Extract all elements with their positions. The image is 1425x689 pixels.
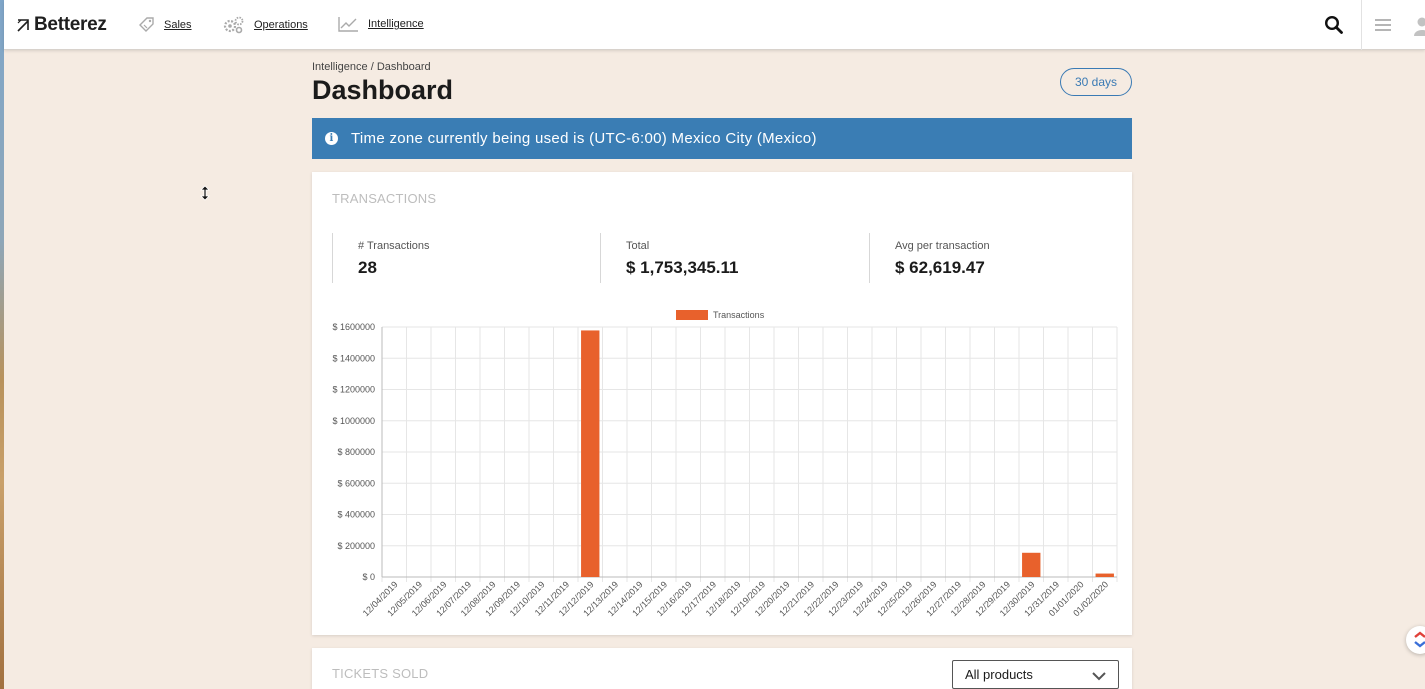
user-icon[interactable] (1414, 16, 1425, 36)
search-icon[interactable] (1324, 15, 1344, 35)
brand-logo[interactable]: Betterez (16, 14, 107, 36)
top-navigation-bar: Betterez Sales Operations Intelligence (4, 0, 1425, 50)
nav-item-label: Intelligence (368, 18, 424, 30)
nav-item-operations[interactable]: Operations (223, 16, 308, 34)
y-tick-label: $ 1200000 (332, 385, 375, 395)
line-chart-icon (338, 16, 359, 32)
card-title: TICKETS SOLD (332, 666, 429, 681)
stat-total: Total $ 1,753,345.11 (600, 233, 739, 283)
tickets-sold-card: TICKETS SOLD All products (312, 648, 1132, 689)
resize-cursor-icon (200, 185, 210, 206)
stat-label: # Transactions (358, 240, 430, 252)
y-tick-label: $ 0 (362, 572, 375, 582)
y-tick-label: $ 400000 (337, 510, 375, 520)
transactions-bar-chart: $ 1600000 $ 1400000 $ 1200000 $ 1000000 $ 80… (332, 310, 1118, 618)
product-select[interactable]: All products (952, 660, 1119, 689)
legend-label: Transactions (713, 310, 765, 320)
y-tick-label: $ 600000 (337, 478, 375, 488)
y-tick-label: $ 1400000 (332, 353, 375, 363)
stat-label: Total (626, 240, 650, 252)
stat-value: $ 62,619.47 (895, 258, 985, 277)
y-tick-label: $ 1000000 (332, 416, 375, 426)
chart-bar (581, 330, 600, 577)
timezone-banner: i Time zone currently being used is (UTC… (312, 118, 1132, 159)
card-title: TRANSACTIONS (332, 191, 437, 206)
date-range-button[interactable]: 30 days (1060, 68, 1132, 96)
product-select-value: All products (965, 667, 1033, 682)
stat-value: $ 1,753,345.11 (626, 258, 739, 277)
breadcrumb: Intelligence / Dashboard (312, 61, 431, 73)
y-tick-label: $ 800000 (337, 447, 375, 457)
y-tick-label: $ 1600000 (332, 322, 375, 332)
nav-item-label: Sales (164, 18, 192, 31)
nav-item-sales[interactable]: Sales (138, 16, 192, 33)
stat-label: Avg per transaction (895, 240, 990, 252)
legend-swatch (676, 310, 708, 320)
chart-bar (1095, 573, 1114, 577)
stat-transactions-count: # Transactions 28 (332, 233, 430, 283)
stat-value: 28 (358, 258, 377, 277)
logo-arrow-icon (17, 19, 29, 32)
brand-name: Betterez (34, 14, 107, 35)
hamburger-menu-icon[interactable] (1375, 18, 1391, 37)
nav-item-intelligence[interactable]: Intelligence (338, 16, 424, 32)
page-title: Dashboard (312, 75, 454, 105)
chart-bar (1022, 552, 1041, 577)
assistant-widget-icon[interactable] (1406, 626, 1425, 654)
nav-divider (1361, 0, 1362, 50)
info-icon: i (325, 132, 338, 145)
y-tick-label: $ 200000 (337, 541, 375, 551)
chevron-down-icon (1092, 669, 1106, 684)
transactions-card: TRANSACTIONS # Transactions 28 Total $ 1… (312, 172, 1132, 635)
gears-icon (223, 16, 245, 34)
tag-icon (138, 16, 155, 33)
timezone-text: Time zone currently being used is (UTC-6… (351, 130, 817, 147)
nav-item-label: Operations (254, 19, 308, 31)
stat-average: Avg per transaction $ 62,619.47 (869, 233, 990, 283)
desktop-edge (0, 0, 4, 689)
